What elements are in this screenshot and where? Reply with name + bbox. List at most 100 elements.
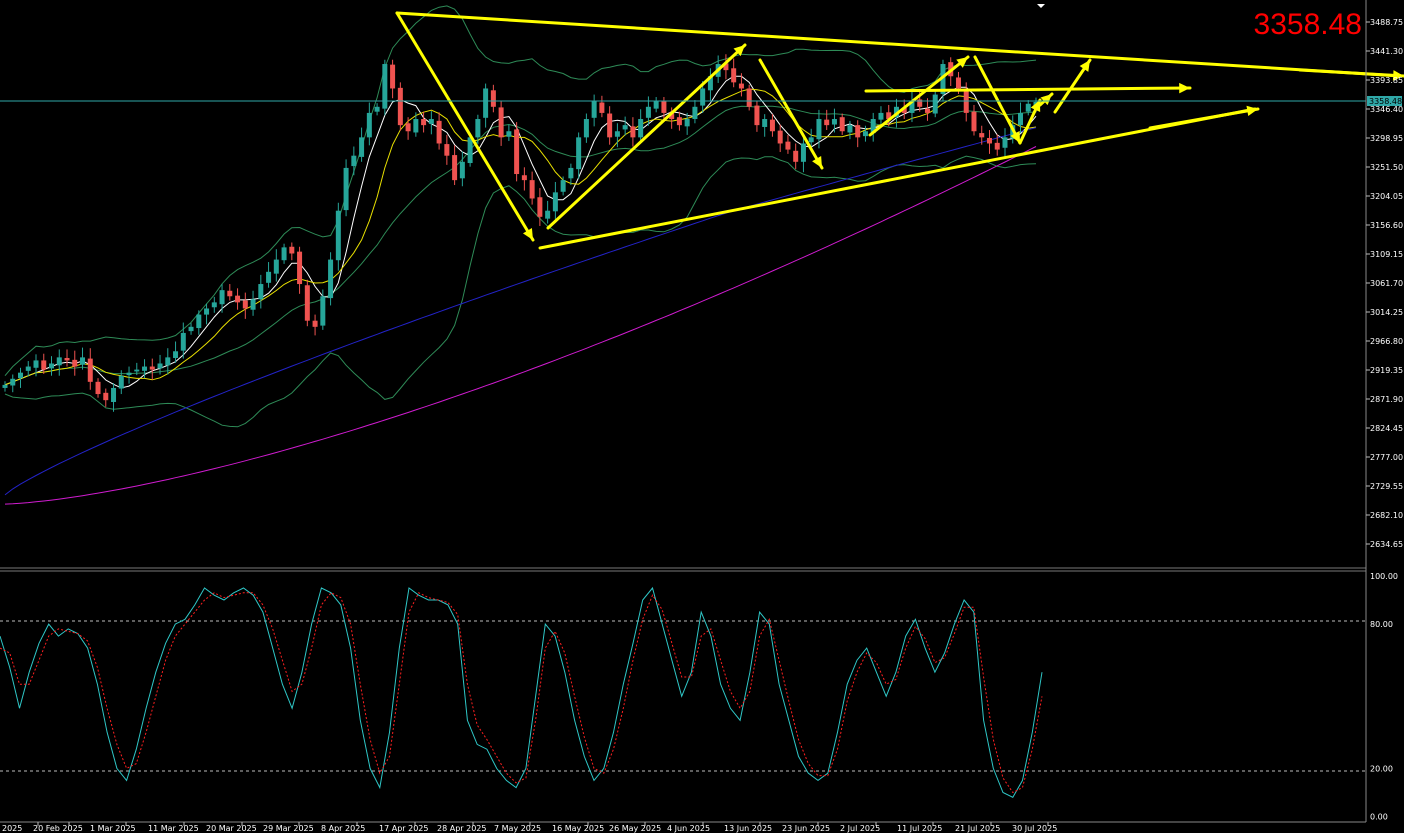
candle-body (1025, 103, 1031, 112)
upper-line-arrow (1298, 68, 1404, 78)
sma-fast-line (4, 75, 1037, 389)
resistance-arrow (864, 86, 1192, 93)
candle-body (731, 68, 737, 83)
price-tick-label: 2729.55 (1370, 482, 1403, 491)
current-price-display: 3358.48 (1253, 8, 1362, 41)
candle-body (490, 90, 496, 107)
wave-up-2-head (956, 57, 968, 68)
candle-body (103, 392, 109, 401)
candle-body (862, 131, 868, 137)
candle-body (878, 112, 884, 120)
price-tick-label: 2777.00 (1370, 453, 1403, 462)
stochastic-panel (0, 586, 1366, 798)
candle-body (653, 100, 659, 109)
candle-body (2, 384, 8, 388)
candle-body (475, 119, 481, 138)
candle-body (304, 285, 310, 321)
candle-body (924, 108, 930, 113)
candle-body (142, 366, 148, 371)
price-tick-label: 2871.90 (1370, 395, 1403, 404)
candle-body (793, 150, 799, 162)
candle-body (785, 141, 791, 150)
candle-body (661, 101, 667, 113)
price-tick-label: 3061.70 (1370, 279, 1403, 288)
bollinger-middle (4, 105, 1037, 386)
candle-body (630, 126, 636, 138)
candle-body (87, 358, 93, 382)
candle-body (273, 259, 279, 274)
price-tick-label: 3109.15 (1370, 250, 1403, 259)
candle-body (498, 107, 504, 138)
candle-body (955, 77, 961, 89)
lower-line-arrow-head (1246, 105, 1258, 117)
candle-body (816, 119, 822, 140)
candle-body (583, 119, 589, 138)
candle-body (762, 119, 768, 127)
date-tick-label: 2 Jul 2025 (840, 824, 880, 833)
candle-body (397, 87, 403, 126)
candle-body (692, 106, 698, 120)
candle-body (568, 167, 574, 179)
candle-body (576, 137, 582, 170)
candle-body (638, 119, 644, 138)
candle-body (281, 247, 287, 261)
candle-body (111, 387, 117, 402)
candle-body (707, 76, 713, 91)
bollinger-bands (4, 5, 1037, 428)
current-price-tag-text: 3358.48 (1369, 97, 1402, 106)
candle-body (940, 64, 946, 94)
candle-body (738, 83, 744, 89)
resistance-arrow-head (1179, 82, 1190, 94)
date-axis: 2025 20 Feb 2025 1 Mar 2025 11 Mar 2025 20 M… (2, 822, 1057, 833)
candle-body (591, 100, 597, 118)
date-tick-label: 21 Jul 2025 (955, 824, 1000, 833)
wave-up-1 (546, 43, 747, 230)
candle-body (227, 290, 233, 297)
candle-body (452, 155, 458, 181)
candle-body (560, 180, 566, 192)
candle-body (901, 108, 907, 113)
price-tick-label: 3156.60 (1370, 221, 1403, 230)
candle-body (359, 137, 365, 157)
candle-body (769, 119, 775, 132)
candle-body (839, 117, 845, 132)
candle-body (545, 210, 551, 219)
price-tick-label: 3441.30 (1370, 47, 1403, 56)
candle-body (33, 360, 39, 368)
candle-body (335, 210, 341, 261)
wave-up-2 (868, 55, 970, 137)
candle-body (746, 88, 752, 107)
candle-body (343, 167, 349, 211)
current-price-tag (1367, 96, 1402, 106)
candle-body (607, 113, 613, 138)
price-tick-label: 3014.25 (1370, 308, 1403, 317)
stoch-tick-label: 80.00 (1370, 620, 1393, 629)
candle-body (405, 123, 411, 132)
moving-averages (4, 75, 1037, 505)
price-tick-label: 3298.95 (1370, 134, 1403, 143)
candle-body (669, 112, 675, 120)
date-tick-label: 17 Apr 2025 (379, 824, 428, 833)
sma-mid-line (4, 88, 1037, 386)
candle-body (235, 295, 241, 303)
candle-body (537, 197, 543, 217)
candle-body (979, 133, 985, 138)
candle-body (1017, 112, 1023, 126)
candle-body (157, 363, 163, 369)
date-tick-label: 7 May 2025 (494, 824, 541, 833)
date-tick-label: 30 Jul 2025 (1012, 824, 1057, 833)
wave-down-2-head (812, 156, 822, 168)
candle-body (18, 372, 24, 379)
candle-body (855, 125, 861, 138)
candle-body (320, 296, 326, 326)
date-tick-label: 13 Jun 2025 (724, 824, 772, 833)
candle-body (870, 119, 876, 134)
candle-body (219, 290, 225, 305)
candle-body (211, 302, 217, 308)
date-tick-label: 28 Apr 2025 (437, 824, 486, 833)
candle-body (909, 100, 915, 113)
wave-down-1 (395, 11, 535, 242)
candle-body (204, 308, 210, 315)
candle-body (180, 332, 186, 351)
